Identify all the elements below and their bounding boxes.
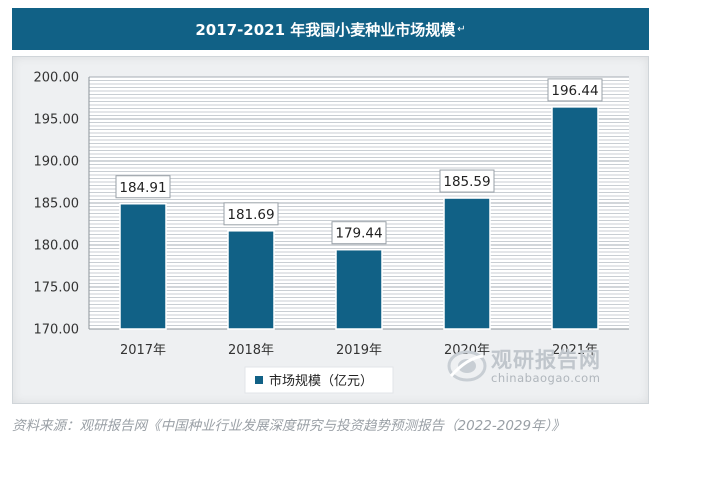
- x-tick-label: 2018年: [228, 343, 274, 358]
- data-label-box: [439, 169, 495, 193]
- y-tick-label: 200.00: [34, 71, 80, 86]
- legend-box: [244, 366, 394, 394]
- data-label: 185.59: [443, 174, 490, 190]
- data-label: 179.44: [335, 226, 382, 242]
- bar: [227, 230, 275, 330]
- data-label: 184.91: [119, 180, 166, 196]
- title-return-mark: ↵: [457, 23, 466, 35]
- chart-panel: 170.00 175.00 180.00 185.00 190.00 195.00 200.…: [12, 56, 649, 404]
- bar: [443, 197, 491, 330]
- y-tick-label: 195.00: [34, 113, 80, 128]
- x-tick-label: 2017年: [120, 343, 166, 358]
- data-label: 196.44: [551, 83, 598, 99]
- bar: [119, 203, 167, 330]
- source-note: 资料来源：观研报告网《中国种业行业发展深度研究与投资趋势预测报告（2022-20…: [12, 418, 565, 434]
- x-tick-label: 2019年: [336, 343, 382, 358]
- legend-label: 市场规模（亿元）: [269, 373, 373, 389]
- bar: [335, 248, 383, 330]
- x-tick-label: 2021年: [552, 343, 598, 358]
- y-tick-label: 190.00: [34, 155, 80, 170]
- data-label-box: [547, 78, 603, 102]
- watermark-cn-text: 观研报告网: [491, 348, 601, 372]
- y-tick-label: 175.00: [34, 281, 80, 296]
- bar: [551, 106, 599, 330]
- data-label-box: [223, 202, 279, 226]
- chart-title: 2017-2021 年我国小麦种业市场规模: [195, 20, 456, 39]
- watermark-logo-icon: [447, 350, 487, 382]
- y-tick-label: 185.00: [34, 197, 80, 212]
- chart-title-bar: 2017-2021 年我国小麦种业市场规模 ↵: [12, 8, 649, 50]
- bar-chart: 170.00 175.00 180.00 185.00 190.00 195.00 200.…: [34, 71, 629, 394]
- data-label-box: [115, 175, 171, 199]
- legend-swatch: [255, 376, 263, 384]
- y-tick-label: 170.00: [34, 323, 80, 338]
- watermark: 观研报告网 chinabaogao.com: [447, 346, 637, 388]
- y-tick-label: 180.00: [34, 239, 80, 254]
- watermark-en-text: chinabaogao.com: [491, 371, 601, 385]
- data-label: 181.69: [227, 207, 274, 223]
- data-label-box: [331, 221, 387, 245]
